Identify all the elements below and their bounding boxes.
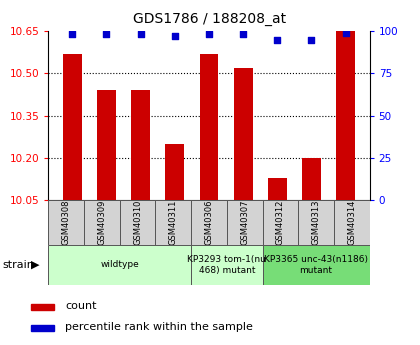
Bar: [336, 31, 355, 200]
Text: ▶: ▶: [31, 260, 39, 270]
Text: GSM40312: GSM40312: [276, 200, 285, 245]
Bar: [48, 245, 191, 285]
Text: KP3293 tom-1(nu
468) mutant: KP3293 tom-1(nu 468) mutant: [187, 255, 266, 275]
Point: [342, 30, 349, 36]
Bar: [63, 53, 82, 200]
Point: [206, 32, 212, 37]
Bar: [298, 200, 334, 245]
Point: [308, 37, 315, 42]
Bar: [268, 178, 287, 200]
Text: percentile rank within the sample: percentile rank within the sample: [65, 322, 253, 332]
Text: KP3365 unc-43(n1186)
mutant: KP3365 unc-43(n1186) mutant: [264, 255, 368, 275]
Text: GSM40309: GSM40309: [97, 200, 106, 245]
Text: GSM40306: GSM40306: [205, 200, 213, 245]
Bar: [120, 200, 155, 245]
Bar: [227, 200, 262, 245]
Bar: [191, 200, 227, 245]
Text: GSM40310: GSM40310: [133, 200, 142, 245]
Bar: [155, 200, 191, 245]
Point: [137, 32, 144, 37]
Point: [171, 33, 178, 39]
Text: GSM40311: GSM40311: [169, 200, 178, 245]
Text: GDS1786 / 188208_at: GDS1786 / 188208_at: [134, 12, 286, 26]
Bar: [191, 245, 262, 285]
Bar: [302, 158, 321, 200]
Bar: [234, 68, 252, 200]
Point: [274, 37, 281, 42]
Point: [240, 32, 247, 37]
Bar: [131, 90, 150, 200]
Bar: [165, 144, 184, 200]
Text: GSM40314: GSM40314: [347, 200, 356, 245]
Bar: [262, 245, 370, 285]
Bar: [97, 90, 116, 200]
Bar: [200, 53, 218, 200]
Bar: [31, 325, 54, 331]
Text: GSM40307: GSM40307: [240, 200, 249, 245]
Point: [103, 32, 110, 37]
Bar: [31, 304, 54, 310]
Text: GSM40308: GSM40308: [62, 200, 71, 245]
Bar: [262, 200, 298, 245]
Text: strain: strain: [2, 260, 34, 270]
Text: count: count: [65, 301, 97, 311]
Bar: [48, 200, 84, 245]
Bar: [84, 200, 120, 245]
Text: wildtype: wildtype: [100, 260, 139, 269]
Text: GSM40313: GSM40313: [312, 200, 320, 245]
Bar: [334, 200, 370, 245]
Point: [69, 32, 76, 37]
